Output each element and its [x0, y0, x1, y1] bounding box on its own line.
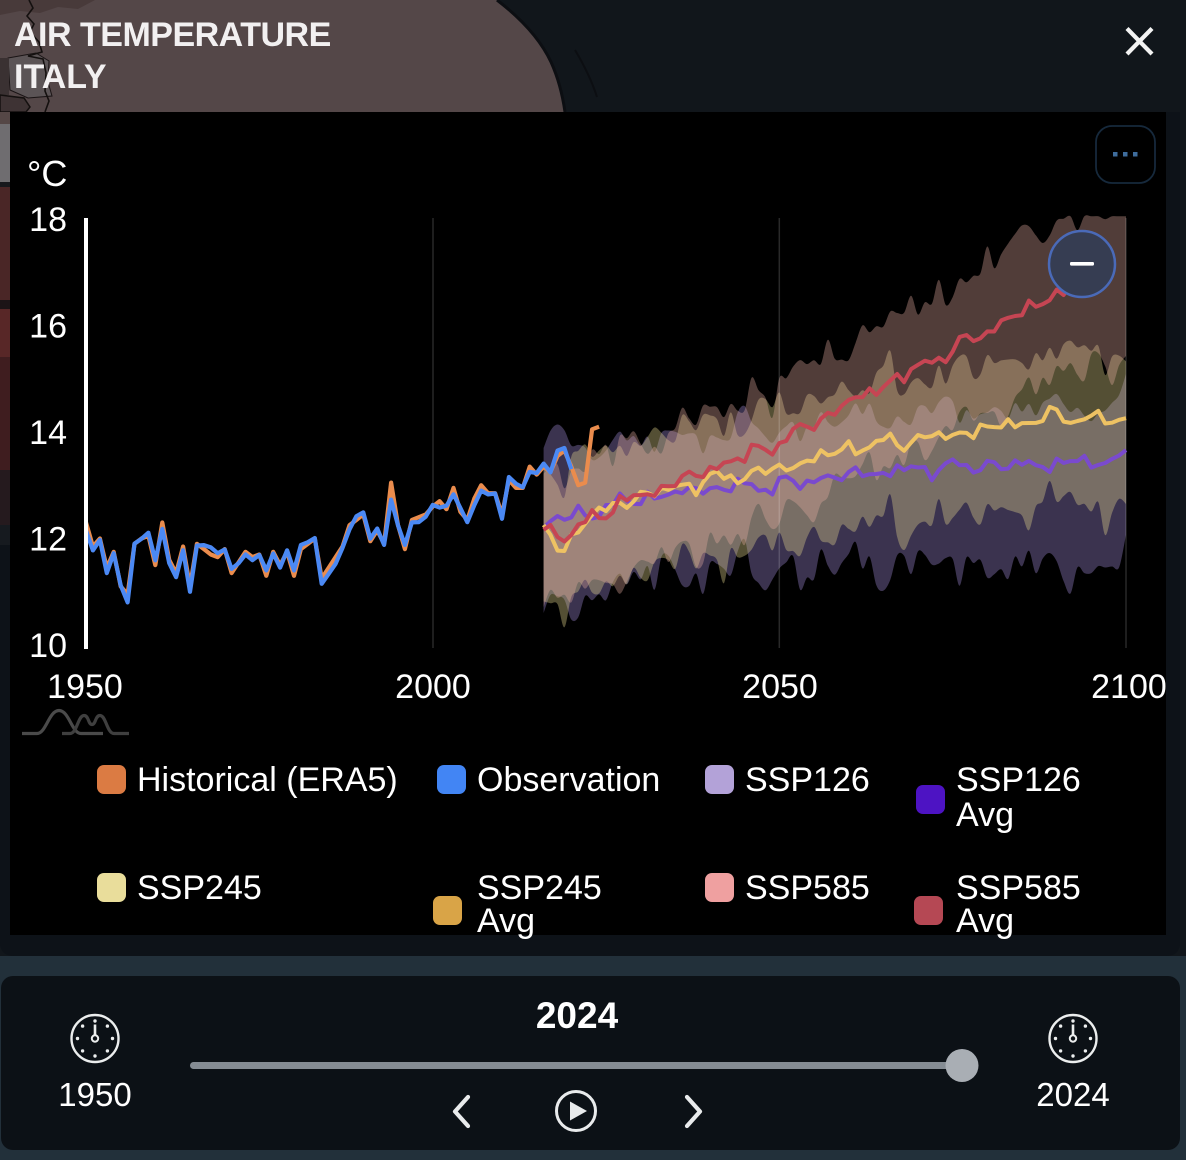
svg-text:2024: 2024: [536, 995, 619, 1036]
svg-text:Avg: Avg: [956, 902, 1014, 940]
svg-text:SSP245: SSP245: [477, 869, 602, 907]
svg-text:14: 14: [29, 414, 67, 452]
svg-text:SSP585: SSP585: [745, 869, 870, 907]
svg-text:2050: 2050: [742, 668, 818, 706]
svg-text:Avg: Avg: [956, 796, 1014, 834]
svg-text:2024: 2024: [1036, 1076, 1109, 1113]
svg-text:18: 18: [29, 201, 67, 239]
svg-text:ITALY: ITALY: [14, 58, 107, 96]
svg-text:16: 16: [29, 308, 67, 346]
svg-text:Observation: Observation: [477, 761, 660, 799]
svg-text:12: 12: [29, 521, 67, 559]
svg-text:1950: 1950: [47, 668, 123, 706]
svg-text:1950: 1950: [58, 1076, 131, 1113]
svg-text:2000: 2000: [395, 668, 471, 706]
svg-text:Historical (ERA5): Historical (ERA5): [137, 761, 398, 799]
svg-text:2100: 2100: [1091, 668, 1167, 706]
svg-text:SSP245: SSP245: [137, 869, 262, 907]
svg-text:AIR TEMPERATURE: AIR TEMPERATURE: [14, 16, 331, 54]
svg-text:Avg: Avg: [477, 902, 535, 940]
svg-text:SSP126: SSP126: [956, 761, 1081, 799]
svg-text:°C: °C: [27, 153, 67, 194]
svg-text:SSP585: SSP585: [956, 869, 1081, 907]
svg-text:SSP126: SSP126: [745, 761, 870, 799]
svg-text:10: 10: [29, 627, 67, 665]
